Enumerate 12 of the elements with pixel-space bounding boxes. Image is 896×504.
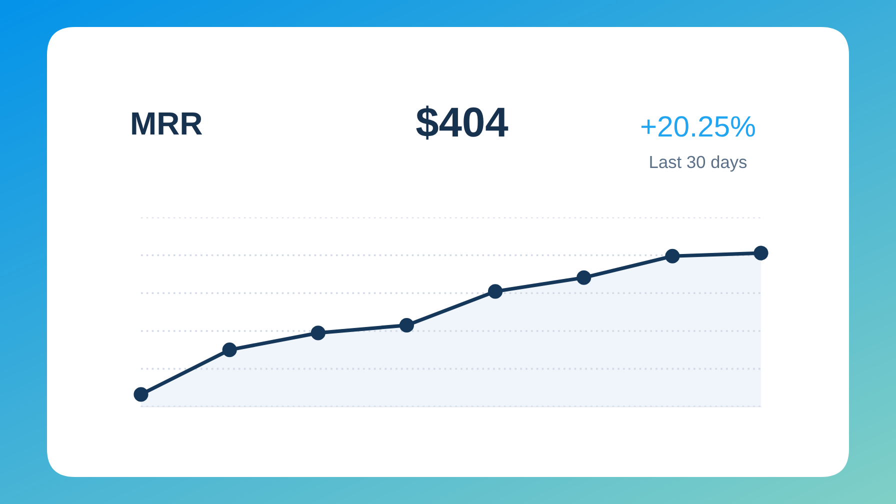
chart-title: MRR xyxy=(132,112,202,134)
point xyxy=(222,342,237,358)
text: +20.25% xyxy=(641,116,755,137)
point xyxy=(576,270,592,285)
point xyxy=(399,318,414,333)
point xyxy=(754,246,768,260)
point xyxy=(488,284,503,299)
text: Last 30 days xyxy=(650,155,747,172)
text: $404 xyxy=(416,106,508,140)
point xyxy=(665,248,680,264)
point xyxy=(310,326,326,340)
point xyxy=(134,387,148,402)
